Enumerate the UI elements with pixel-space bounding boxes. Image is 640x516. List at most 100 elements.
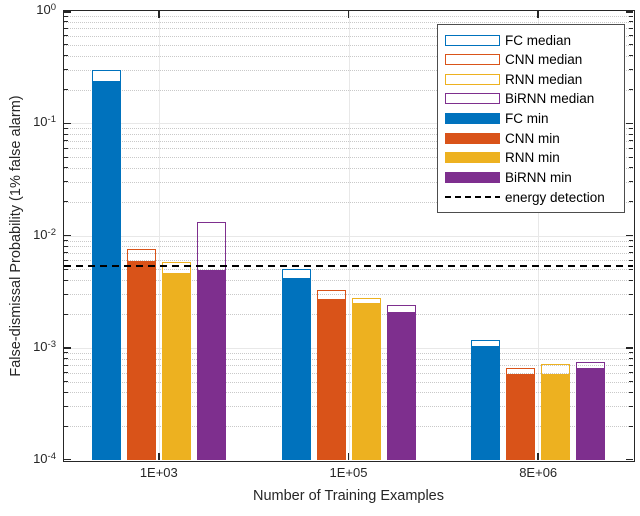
y-minor-tick — [629, 167, 633, 169]
y-minor-tick — [64, 55, 68, 57]
y-tick-exponent: -3 — [47, 338, 56, 350]
y-minor-tick — [64, 313, 68, 315]
y-minor-tick — [64, 293, 68, 295]
y-minor-tick — [64, 425, 68, 427]
y-minor-tick — [64, 364, 68, 366]
bar-cnn-min-8e+06 — [506, 374, 536, 460]
bar-fc-min-1e+03 — [91, 80, 121, 460]
legend: FC median CNN median RNN median BiRNN media… — [437, 24, 625, 213]
gridline-minor — [64, 148, 633, 150]
x-tick — [347, 11, 350, 18]
y-minor-tick — [629, 313, 633, 315]
y-tick-label: 100 — [36, 2, 56, 17]
y-minor-tick — [629, 181, 633, 183]
y-minor-tick — [64, 167, 68, 169]
y-minor-tick — [64, 89, 68, 90]
y-major-tick — [626, 234, 633, 237]
y-minor-tick — [64, 201, 68, 203]
y-minor-tick — [629, 35, 633, 37]
gridline-minor — [64, 140, 633, 142]
legend-swatch-fc-median — [445, 34, 500, 46]
bar-cnn-min-1e+05 — [316, 299, 346, 460]
legend-entry-energy-detection: energy detection — [438, 188, 624, 206]
gridline-minor — [64, 181, 633, 183]
gridline-minor — [64, 89, 633, 91]
legend-swatch-fc-min — [445, 113, 500, 124]
y-minor-tick — [64, 21, 68, 23]
y-tick-label: 10-2 — [33, 226, 56, 242]
legend-swatch-rnn-median — [445, 73, 500, 85]
bar-birnn-min-1e+03 — [196, 270, 226, 460]
legend-entry-cnn-median: CNN median — [438, 51, 624, 69]
legend-label: BiRNN median — [505, 91, 595, 107]
y-major-tick — [626, 122, 633, 124]
y-minor-tick — [629, 27, 633, 29]
y-tick-exponent: -4 — [47, 451, 56, 462]
y-minor-tick — [629, 240, 633, 242]
gridline-minor — [64, 358, 633, 360]
legend-entry-cnn-min: CNN min — [438, 129, 624, 147]
gridline-minor — [64, 28, 633, 30]
gridline-minor — [64, 352, 633, 354]
bar-rnn-min-1e+05 — [351, 303, 381, 460]
y-minor-tick — [629, 21, 633, 23]
gridline-minor — [64, 426, 633, 428]
legend-entry-rnn-min: RNN min — [438, 149, 624, 167]
gridline-minor — [64, 252, 633, 254]
y-major-tick — [626, 11, 633, 13]
y-minor-tick — [64, 245, 68, 247]
y-minor-tick — [629, 268, 633, 270]
y-minor-tick — [64, 405, 68, 407]
y-major-tick — [64, 11, 71, 13]
gridline-minor — [64, 134, 633, 136]
y-minor-tick — [64, 69, 68, 71]
y-minor-tick — [629, 147, 633, 149]
y-minor-tick — [629, 55, 633, 57]
y-minor-tick — [629, 364, 633, 366]
legend-label: BiRNN min — [505, 169, 572, 185]
bar-rnn-min-1e+03 — [161, 273, 191, 460]
y-major-tick — [626, 458, 633, 460]
gridline-minor — [64, 381, 633, 383]
y-tick-label: 10-4 — [33, 451, 56, 466]
gridline-minor — [64, 21, 633, 23]
y-minor-tick — [64, 127, 68, 129]
x-tick-label-1e+03: 1E+03 — [139, 465, 178, 480]
y-minor-tick — [629, 89, 633, 90]
gridline-minor — [64, 294, 633, 296]
y-minor-tick — [64, 268, 68, 270]
energy-detection-line — [64, 264, 633, 267]
gridline-minor — [64, 201, 633, 203]
x-axis-label: Number of Training Examples — [253, 488, 444, 504]
y-minor-tick — [629, 44, 633, 46]
y-tick-exponent: 0 — [50, 2, 56, 13]
y-minor-tick — [629, 245, 633, 247]
legend-swatch-cnn-min — [445, 132, 500, 144]
y-major-tick — [64, 458, 71, 460]
gridline-minor — [64, 406, 633, 408]
y-minor-tick — [64, 133, 68, 135]
y-minor-tick — [64, 147, 68, 149]
bar-birnn-min-1e+05 — [386, 311, 416, 460]
x-tick — [537, 11, 539, 18]
y-tick-exponent: -2 — [47, 226, 56, 238]
y-minor-tick — [629, 381, 633, 382]
bar-rnn-min-8e+06 — [541, 373, 571, 460]
y-minor-tick — [629, 201, 633, 203]
gridline-minor — [64, 280, 633, 282]
y-minor-tick — [64, 181, 68, 183]
y-major-tick — [64, 122, 71, 124]
bar-fc-min-1e+05 — [281, 277, 311, 460]
y-tick-label: 10-1 — [33, 114, 56, 130]
y-minor-tick — [629, 425, 633, 427]
y-minor-tick — [629, 358, 633, 360]
y-minor-tick — [64, 35, 68, 37]
y-minor-tick — [629, 252, 633, 254]
y-minor-tick — [64, 358, 68, 360]
y-minor-tick — [64, 352, 68, 354]
legend-swatch-energy-detection — [445, 196, 500, 198]
x-tick-label-1e+05: 1E+05 — [329, 465, 368, 480]
legend-swatch-cnn-median — [445, 54, 500, 66]
y-minor-tick — [629, 405, 633, 407]
y-minor-tick — [64, 15, 68, 17]
